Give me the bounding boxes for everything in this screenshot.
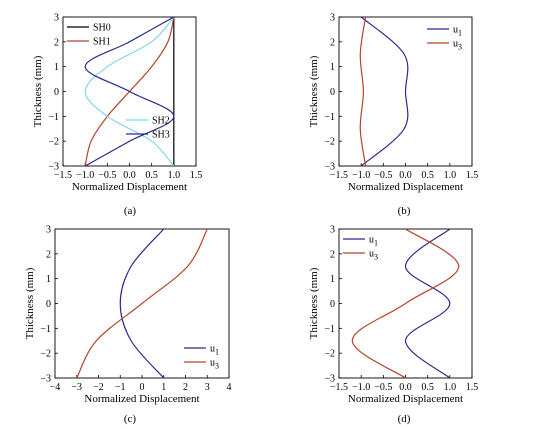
- y-tick-label: 0: [54, 87, 59, 98]
- x-tick-label: 2: [183, 382, 188, 393]
- series-line-u1: [404, 229, 451, 378]
- x-tick-label: 1.0: [444, 382, 457, 393]
- x-tick-label: 4: [227, 382, 232, 393]
- y-tick-label: −3: [324, 374, 335, 385]
- x-axis-label: Normalized Displacement: [348, 393, 463, 405]
- y-tick-label: 1: [54, 62, 59, 73]
- y-tick-label: 2: [54, 37, 59, 48]
- x-tick-label: 1.5: [190, 170, 203, 181]
- x-tick-label: −4: [50, 382, 61, 393]
- y-tick-label: 1: [46, 274, 51, 285]
- y-tick-label: −3: [40, 374, 51, 385]
- y-tick-label: 0: [330, 87, 335, 98]
- series-line-u3: [359, 17, 367, 166]
- x-tick-label: −1.0: [76, 170, 94, 181]
- legend-label-u3: u3: [210, 358, 219, 371]
- x-tick-label: −3: [71, 382, 82, 393]
- chart-panel-4: −1.5 −1.0 −0.5 0.0 0.5 1.0 1.5 3 2 1 0 −1 −2 −3 Normal…: [308, 225, 478, 406]
- x-tick-label: 0.0: [123, 170, 136, 181]
- x-tick-label: 1.5: [466, 382, 479, 393]
- x-tick-label: 0.5: [421, 170, 434, 181]
- series-line-sh2: [84, 17, 175, 166]
- y-tick-label: 3: [54, 13, 59, 24]
- x-tick-label: −1.5: [330, 382, 348, 393]
- x-tick-label: 0.5: [421, 382, 434, 393]
- series-line-u3: [351, 229, 460, 378]
- legend-label-u1: u1: [453, 25, 462, 38]
- y-tick-label: 1: [330, 62, 335, 73]
- chart-panel-2: −1.5 −1.0 −0.5 0.0 0.5 1.0 1.5 3 2 1 0 −1 −2 −3 Normal…: [308, 13, 478, 194]
- chart-panel-1: −1.5 −1.0 −0.5 0.0 0.5 1.0 1.5 3 2 1 0 −1 −2 −3 Normal…: [32, 13, 202, 194]
- x-tick-label: 1: [161, 382, 166, 393]
- y-tick-label: 2: [46, 249, 51, 260]
- y-tick-label: 2: [330, 37, 335, 48]
- x-axis-label: Normalized Displacement: [72, 181, 187, 193]
- x-tick-label: −1.0: [352, 382, 370, 393]
- y-tick-label: 3: [330, 225, 335, 236]
- x-tick-label: 1.5: [466, 170, 479, 181]
- series-line-u3: [76, 229, 208, 378]
- x-tick-label: 0.0: [399, 382, 412, 393]
- x-tick-label: 0.5: [145, 170, 158, 181]
- x-tick-label: −1.0: [352, 170, 370, 181]
- x-tick-label: 1.0: [168, 170, 181, 181]
- panel-caption: (b): [398, 205, 411, 217]
- legend-label-u3: u3: [453, 39, 462, 52]
- series-line-u1: [119, 229, 165, 378]
- y-tick-label: −3: [324, 162, 335, 173]
- y-tick-label: 2: [330, 249, 335, 260]
- series-line-u1: [360, 17, 409, 166]
- y-tick-label: −2: [40, 349, 51, 360]
- y-tick-label: 1: [330, 274, 335, 285]
- x-tick-label: −0.5: [98, 170, 116, 181]
- y-tick-label: −2: [324, 137, 335, 148]
- panel-caption: (c): [124, 413, 137, 425]
- legend-label-u1: u1: [210, 344, 219, 357]
- panel-caption: (d): [398, 413, 411, 425]
- x-tick-label: −2: [93, 382, 104, 393]
- x-tick-label: −0.5: [374, 170, 392, 181]
- x-tick-label: 0: [140, 382, 145, 393]
- x-tick-label: 3: [205, 382, 210, 393]
- y-tick-label: 3: [330, 13, 335, 24]
- series-line-sh3: [84, 17, 175, 166]
- x-axis-label: Normalized Displacement: [348, 181, 463, 193]
- y-axis-label: Thickness (mm): [24, 267, 36, 339]
- y-tick-label: −1: [324, 112, 335, 123]
- y-axis-label: Thickness (mm): [308, 267, 320, 339]
- y-tick-label: −1: [48, 112, 59, 123]
- y-tick-label: 3: [46, 225, 51, 236]
- y-axis-label: Thickness (mm): [308, 55, 320, 127]
- legend-label-sh3: SH3: [152, 130, 170, 141]
- x-tick-label: −0.5: [374, 382, 392, 393]
- legend-label-sh1: SH1: [93, 37, 111, 48]
- legend-label-u3: u3: [369, 249, 378, 262]
- x-axis-label: Normalized Displacement: [84, 393, 199, 405]
- panel-caption: (a): [124, 205, 137, 217]
- y-tick-label: −1: [324, 324, 335, 335]
- legend-label-u1: u1: [369, 235, 378, 248]
- y-tick-label: −2: [48, 137, 59, 148]
- x-tick-label: −1: [115, 382, 126, 393]
- y-axis-label: Thickness (mm): [32, 55, 44, 127]
- x-tick-label: −1.5: [330, 170, 348, 181]
- legend-label-sh2: SH2: [152, 116, 170, 127]
- y-tick-label: −1: [40, 324, 51, 335]
- x-tick-label: 0.0: [399, 170, 412, 181]
- y-tick-label: 0: [330, 299, 335, 310]
- x-tick-label: 1.0: [444, 170, 457, 181]
- y-tick-label: −3: [48, 162, 59, 173]
- y-tick-label: −2: [324, 349, 335, 360]
- x-tick-label: −1.5: [54, 170, 72, 181]
- legend-label-sh0: SH0: [93, 23, 111, 34]
- y-tick-label: 0: [46, 299, 51, 310]
